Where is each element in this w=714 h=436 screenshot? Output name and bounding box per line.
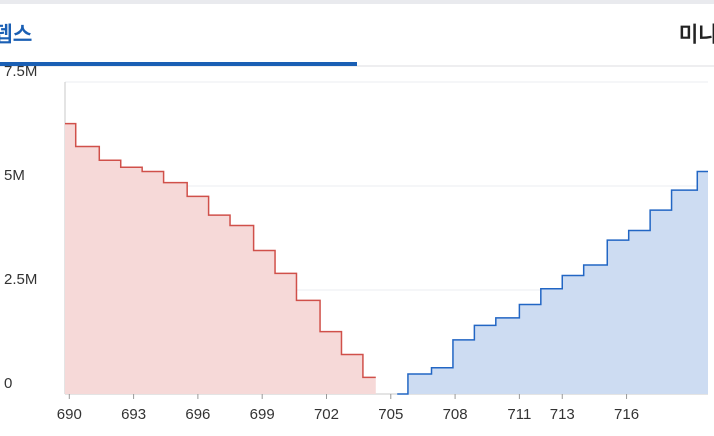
tab-label[interactable]: 미니차트 — [679, 24, 714, 47]
x-tick-label: 690 — [57, 406, 82, 423]
y-tick-label: 0 — [4, 375, 12, 392]
x-tick-label: 711 — [507, 406, 531, 423]
tab-label[interactable]: 마켓뎁스 — [0, 24, 32, 47]
y-tick-label: 2.5M — [4, 271, 37, 288]
tab-underline — [0, 62, 357, 66]
depth-area — [65, 123, 376, 394]
x-tick-label: 708 — [443, 406, 468, 423]
x-tick-label: 702 — [314, 406, 339, 423]
x-tick-label: 699 — [250, 406, 275, 423]
x-tick-label: 713 — [550, 406, 575, 423]
y-tick-label: 5M — [4, 167, 25, 184]
x-tick-label: 705 — [378, 406, 403, 423]
x-tick-label: 693 — [121, 406, 146, 423]
depth-line — [65, 122, 376, 379]
depth-area — [397, 171, 708, 394]
y-tick-label: 7.5M — [4, 63, 37, 80]
depth-line — [397, 170, 708, 395]
x-tick-label: 716 — [614, 406, 639, 423]
x-tick-label: 696 — [185, 406, 210, 423]
top-strip — [0, 0, 714, 4]
